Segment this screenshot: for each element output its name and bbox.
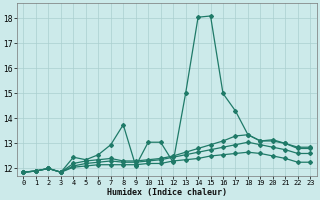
X-axis label: Humidex (Indice chaleur): Humidex (Indice chaleur) — [107, 188, 227, 197]
